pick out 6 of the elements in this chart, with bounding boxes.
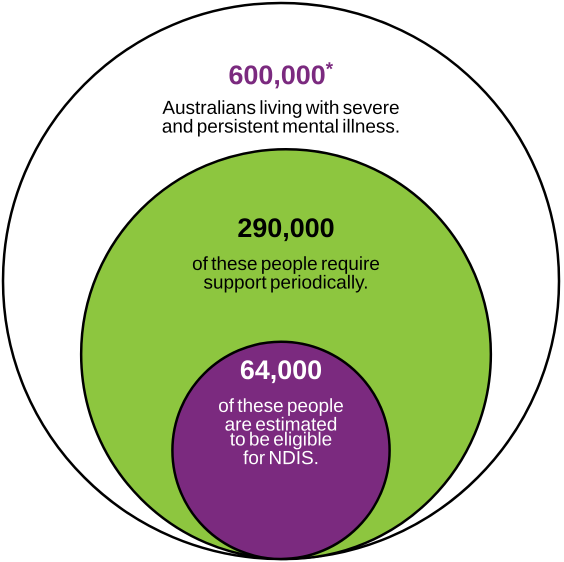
- category-label: of these people require support periodically.: [192, 256, 380, 292]
- data-label: 64,000: [240, 360, 322, 384]
- data-label: 290,000: [238, 218, 334, 242]
- data-label: 600,000$^{*}$: [229, 62, 334, 88]
- category-label: Australians living with severe and persistent mental illness.: [162, 100, 399, 136]
- category-label: of these people are estimated to be eligible for NDIS.: [219, 398, 343, 464]
